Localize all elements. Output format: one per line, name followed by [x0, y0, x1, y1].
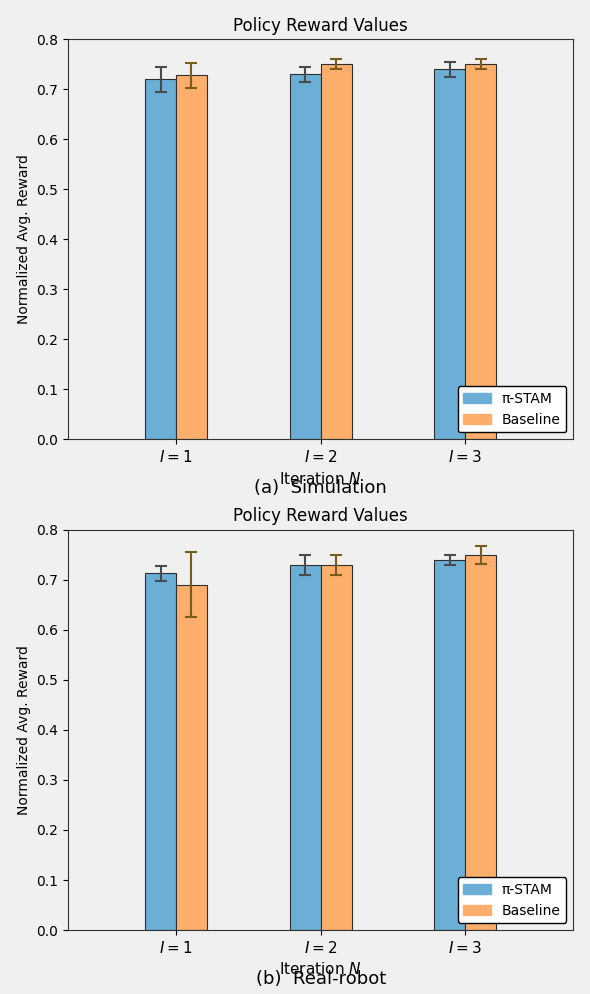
Bar: [176, 584, 207, 930]
Bar: [434, 69, 466, 439]
Bar: [290, 565, 320, 930]
Bar: [434, 560, 466, 930]
Bar: [320, 565, 352, 930]
Text: (b)  Real-robot: (b) Real-robot: [255, 970, 386, 988]
Bar: [176, 75, 207, 439]
Y-axis label: Normalized Avg. Reward: Normalized Avg. Reward: [17, 645, 31, 815]
Bar: [320, 64, 352, 439]
Bar: [145, 574, 176, 930]
X-axis label: Iteration $N$: Iteration $N$: [280, 470, 362, 487]
X-axis label: Iteration $N$: Iteration $N$: [280, 961, 362, 977]
Title: Policy Reward Values: Policy Reward Values: [233, 17, 408, 35]
Text: (a)  Simulation: (a) Simulation: [254, 479, 387, 497]
Legend: π-STAM, Baseline: π-STAM, Baseline: [457, 387, 566, 432]
Title: Policy Reward Values: Policy Reward Values: [233, 507, 408, 526]
Bar: [466, 555, 496, 930]
Bar: [290, 74, 320, 439]
Bar: [145, 80, 176, 439]
Legend: π-STAM, Baseline: π-STAM, Baseline: [457, 877, 566, 923]
Bar: [466, 64, 496, 439]
Y-axis label: Normalized Avg. Reward: Normalized Avg. Reward: [17, 154, 31, 324]
